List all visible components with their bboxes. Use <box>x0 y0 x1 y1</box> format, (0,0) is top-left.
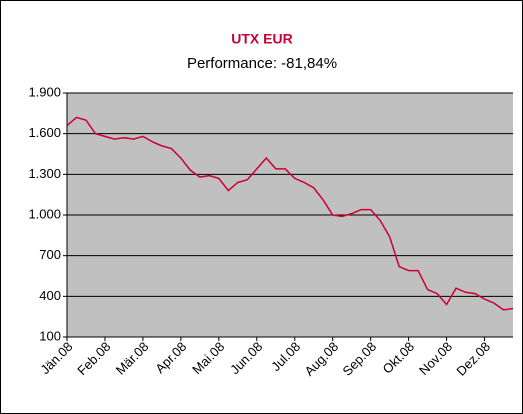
y-tick-label: 100 <box>39 328 61 343</box>
line <box>66 116 514 311</box>
y-tick-label: 1.900 <box>28 84 61 99</box>
y-tick-label: 700 <box>39 247 61 262</box>
chart-subtitle: Performance: -81,84% <box>187 55 337 72</box>
chart-title: UTX EUR <box>231 31 292 47</box>
y-tick-label: 1.300 <box>28 166 61 181</box>
y-tick-label: 1.600 <box>28 125 61 140</box>
y-tick-label: 400 <box>39 288 61 303</box>
y-tick-label: 1.000 <box>28 206 61 221</box>
